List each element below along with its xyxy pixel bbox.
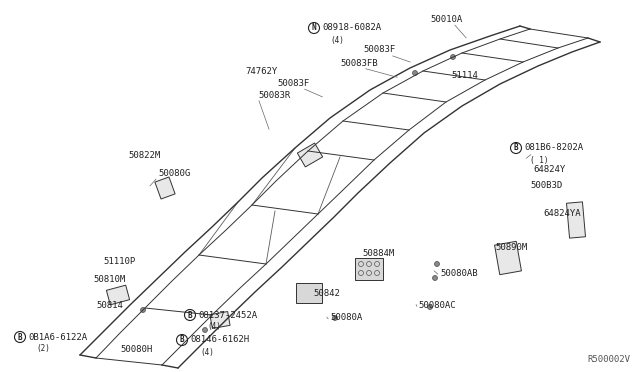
Text: ( 1): ( 1) [530, 155, 548, 164]
Text: 50842: 50842 [313, 289, 340, 298]
Text: 74762Y: 74762Y [245, 67, 277, 77]
Text: R500002V: R500002V [587, 355, 630, 364]
Text: 64824Y: 64824Y [533, 166, 565, 174]
Text: 50080H: 50080H [120, 344, 152, 353]
Bar [298, 143, 323, 167]
Circle shape [141, 308, 145, 312]
Text: (4): (4) [330, 35, 344, 45]
Text: 51114: 51114 [451, 71, 478, 80]
Text: 50814: 50814 [96, 301, 123, 310]
Text: 08137-2452A: 08137-2452A [198, 311, 257, 320]
Circle shape [451, 55, 456, 60]
Text: 50884M: 50884M [362, 248, 394, 257]
Text: 50083R: 50083R [258, 90, 291, 99]
Text: 0B1A6-6122A: 0B1A6-6122A [28, 333, 87, 341]
Text: 08918-6082A: 08918-6082A [322, 23, 381, 32]
Text: (2): (2) [36, 344, 50, 353]
Circle shape [333, 315, 337, 321]
Text: B: B [514, 144, 518, 153]
Bar [355, 258, 383, 280]
Text: B: B [180, 336, 184, 344]
Bar [155, 177, 175, 199]
Circle shape [428, 305, 433, 310]
Circle shape [202, 327, 207, 333]
Text: B: B [188, 311, 192, 320]
Text: 50810M: 50810M [93, 276, 125, 285]
Text: (4): (4) [207, 323, 221, 331]
Text: 08146-6162H: 08146-6162H [190, 336, 249, 344]
Text: 50890M: 50890M [495, 244, 527, 253]
Text: 50080G: 50080G [158, 169, 190, 177]
Text: 50080AB: 50080AB [440, 269, 477, 278]
Text: 50080A: 50080A [330, 314, 362, 323]
Text: 64824YA: 64824YA [543, 208, 580, 218]
Bar [210, 311, 230, 328]
Circle shape [433, 276, 438, 280]
Text: 50822M: 50822M [128, 151, 160, 160]
Text: 50080AC: 50080AC [418, 301, 456, 311]
Text: 500B3D: 500B3D [530, 180, 563, 189]
Text: 081B6-8202A: 081B6-8202A [524, 144, 583, 153]
Circle shape [413, 71, 417, 76]
Text: 50083F: 50083F [277, 78, 309, 87]
Text: B: B [18, 333, 22, 341]
Text: 51110P: 51110P [103, 257, 135, 266]
Text: (4): (4) [200, 347, 214, 356]
Bar [495, 241, 522, 275]
Text: N: N [312, 23, 316, 32]
Text: 50083FB: 50083FB [340, 58, 378, 67]
Circle shape [435, 262, 440, 266]
Text: 50083F: 50083F [363, 45, 396, 55]
Bar [566, 202, 586, 238]
Text: 50010A: 50010A [430, 16, 462, 25]
Bar [296, 283, 322, 303]
Bar [106, 285, 130, 305]
